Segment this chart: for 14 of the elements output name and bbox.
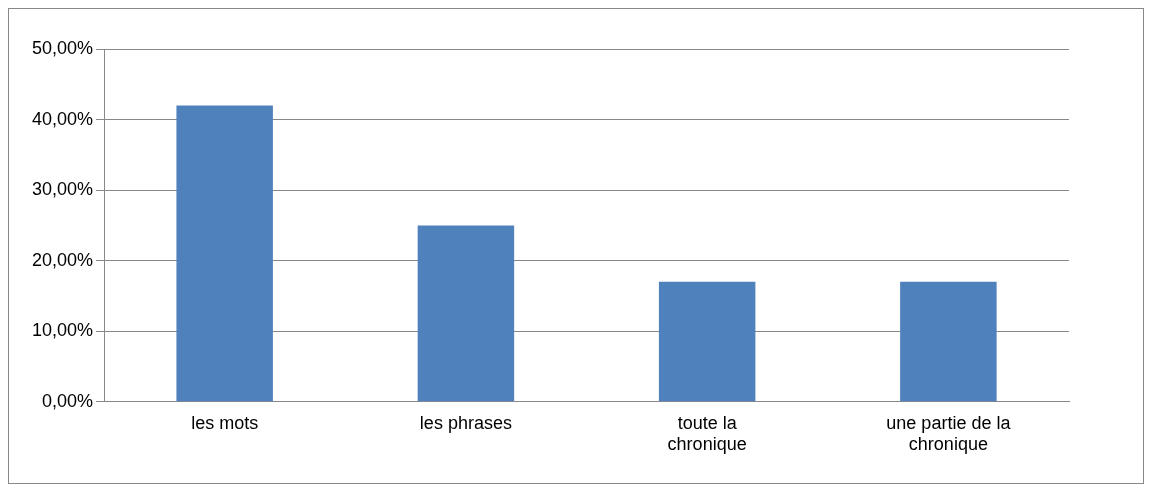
y-tick-label: 30,00%	[31, 179, 94, 200]
y-tick-label: 40,00%	[31, 108, 94, 129]
bar	[900, 281, 997, 402]
x-tick-label: une partie de la chronique	[886, 412, 1012, 455]
y-tick-label: 50,00%	[31, 37, 94, 58]
bar	[658, 281, 756, 402]
bar	[417, 225, 515, 402]
y-tick-label: 10,00%	[31, 320, 94, 341]
bar	[176, 105, 273, 402]
y-tick-label: 0,00%	[42, 390, 94, 411]
x-tick-label: les mots	[191, 412, 259, 433]
y-tick-label: 20,00%	[31, 249, 94, 270]
x-tick-label: toute la chronique	[667, 412, 747, 455]
x-tick-label: les phrases	[419, 412, 512, 433]
